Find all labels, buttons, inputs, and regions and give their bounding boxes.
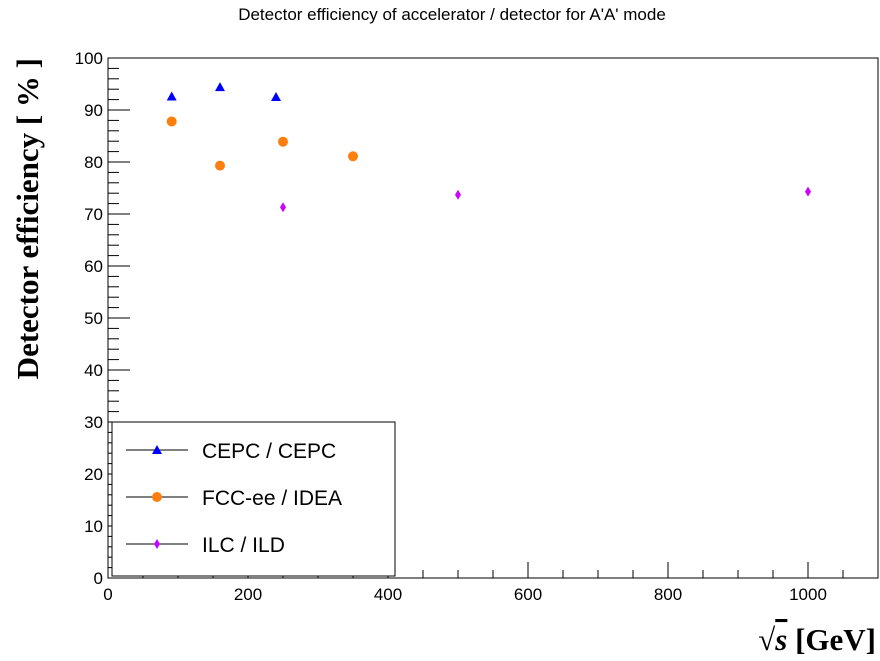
x-tick-label: 0: [103, 585, 112, 604]
legend-label: CEPC / CEPC: [202, 440, 336, 463]
series-circle: [166, 116, 358, 171]
x-axis-title-unit: [GeV]: [787, 622, 876, 657]
x-tick-label: 800: [654, 585, 682, 604]
legend-entry: CEPC / CEPC: [126, 440, 336, 463]
y-tick-label: 0: [94, 569, 103, 588]
legend: CEPC / CEPC FCC-ee / IDEA ILC / ILD: [111, 421, 396, 577]
data-point-circle: [215, 160, 225, 171]
legend-marker-diamond: [154, 539, 160, 549]
legend-label: FCC-ee / IDEA: [202, 487, 342, 510]
series-diamond: [280, 186, 811, 213]
x-axis-title-sqrt: √: [758, 622, 775, 657]
y-tick-label: 70: [84, 205, 103, 224]
y-tick-label: 80: [84, 153, 103, 172]
data-point-diamond: [455, 189, 461, 200]
legend-entry: FCC-ee / IDEA: [126, 487, 342, 510]
series-triangle: [166, 82, 281, 101]
y-tick-label: 40: [84, 361, 103, 380]
x-axis-title: √s [GeV]: [758, 622, 876, 657]
y-tick-label: 90: [84, 101, 103, 120]
x-tick-label: 1000: [789, 585, 827, 604]
chart-title: Detector efficiency of accelerator / det…: [238, 5, 666, 24]
y-tick-label: 50: [84, 309, 103, 328]
legend-marker-triangle: [152, 445, 162, 454]
x-tick-label: 400: [374, 585, 402, 604]
legend-entry: ILC / ILD: [126, 534, 285, 557]
y-axis-title: Detector efficiency [ % ]: [10, 58, 45, 379]
data-point-triangle: [215, 82, 225, 92]
data-point-circle: [166, 116, 177, 127]
y-tick-label: 60: [84, 257, 103, 276]
data-point-triangle: [271, 92, 281, 101]
x-tick-label: 200: [234, 585, 262, 604]
x-tick-label: 600: [514, 585, 542, 604]
x-axis-title-var: s: [774, 622, 787, 657]
y-tick-label: 20: [84, 465, 103, 484]
y-tick-label: 100: [75, 49, 103, 68]
legend-label: ILC / ILD: [202, 534, 285, 557]
axis-tick-labels: 0 200 400 600 800 1000 0 10 20 30 40 50 60 70 80 90 100: [75, 49, 827, 604]
data-point-diamond: [805, 186, 811, 197]
legend-marker-circle: [152, 492, 162, 502]
legend-entries: CEPC / CEPC FCC-ee / IDEA ILC / ILD: [126, 440, 342, 557]
data-point-triangle: [166, 91, 177, 101]
data-point-circle: [348, 151, 358, 162]
y-tick-label: 10: [84, 517, 103, 536]
y-tick-label: 30: [84, 413, 103, 432]
data-point-circle: [278, 136, 288, 147]
data-points: [166, 82, 811, 213]
data-point-diamond: [280, 202, 286, 213]
